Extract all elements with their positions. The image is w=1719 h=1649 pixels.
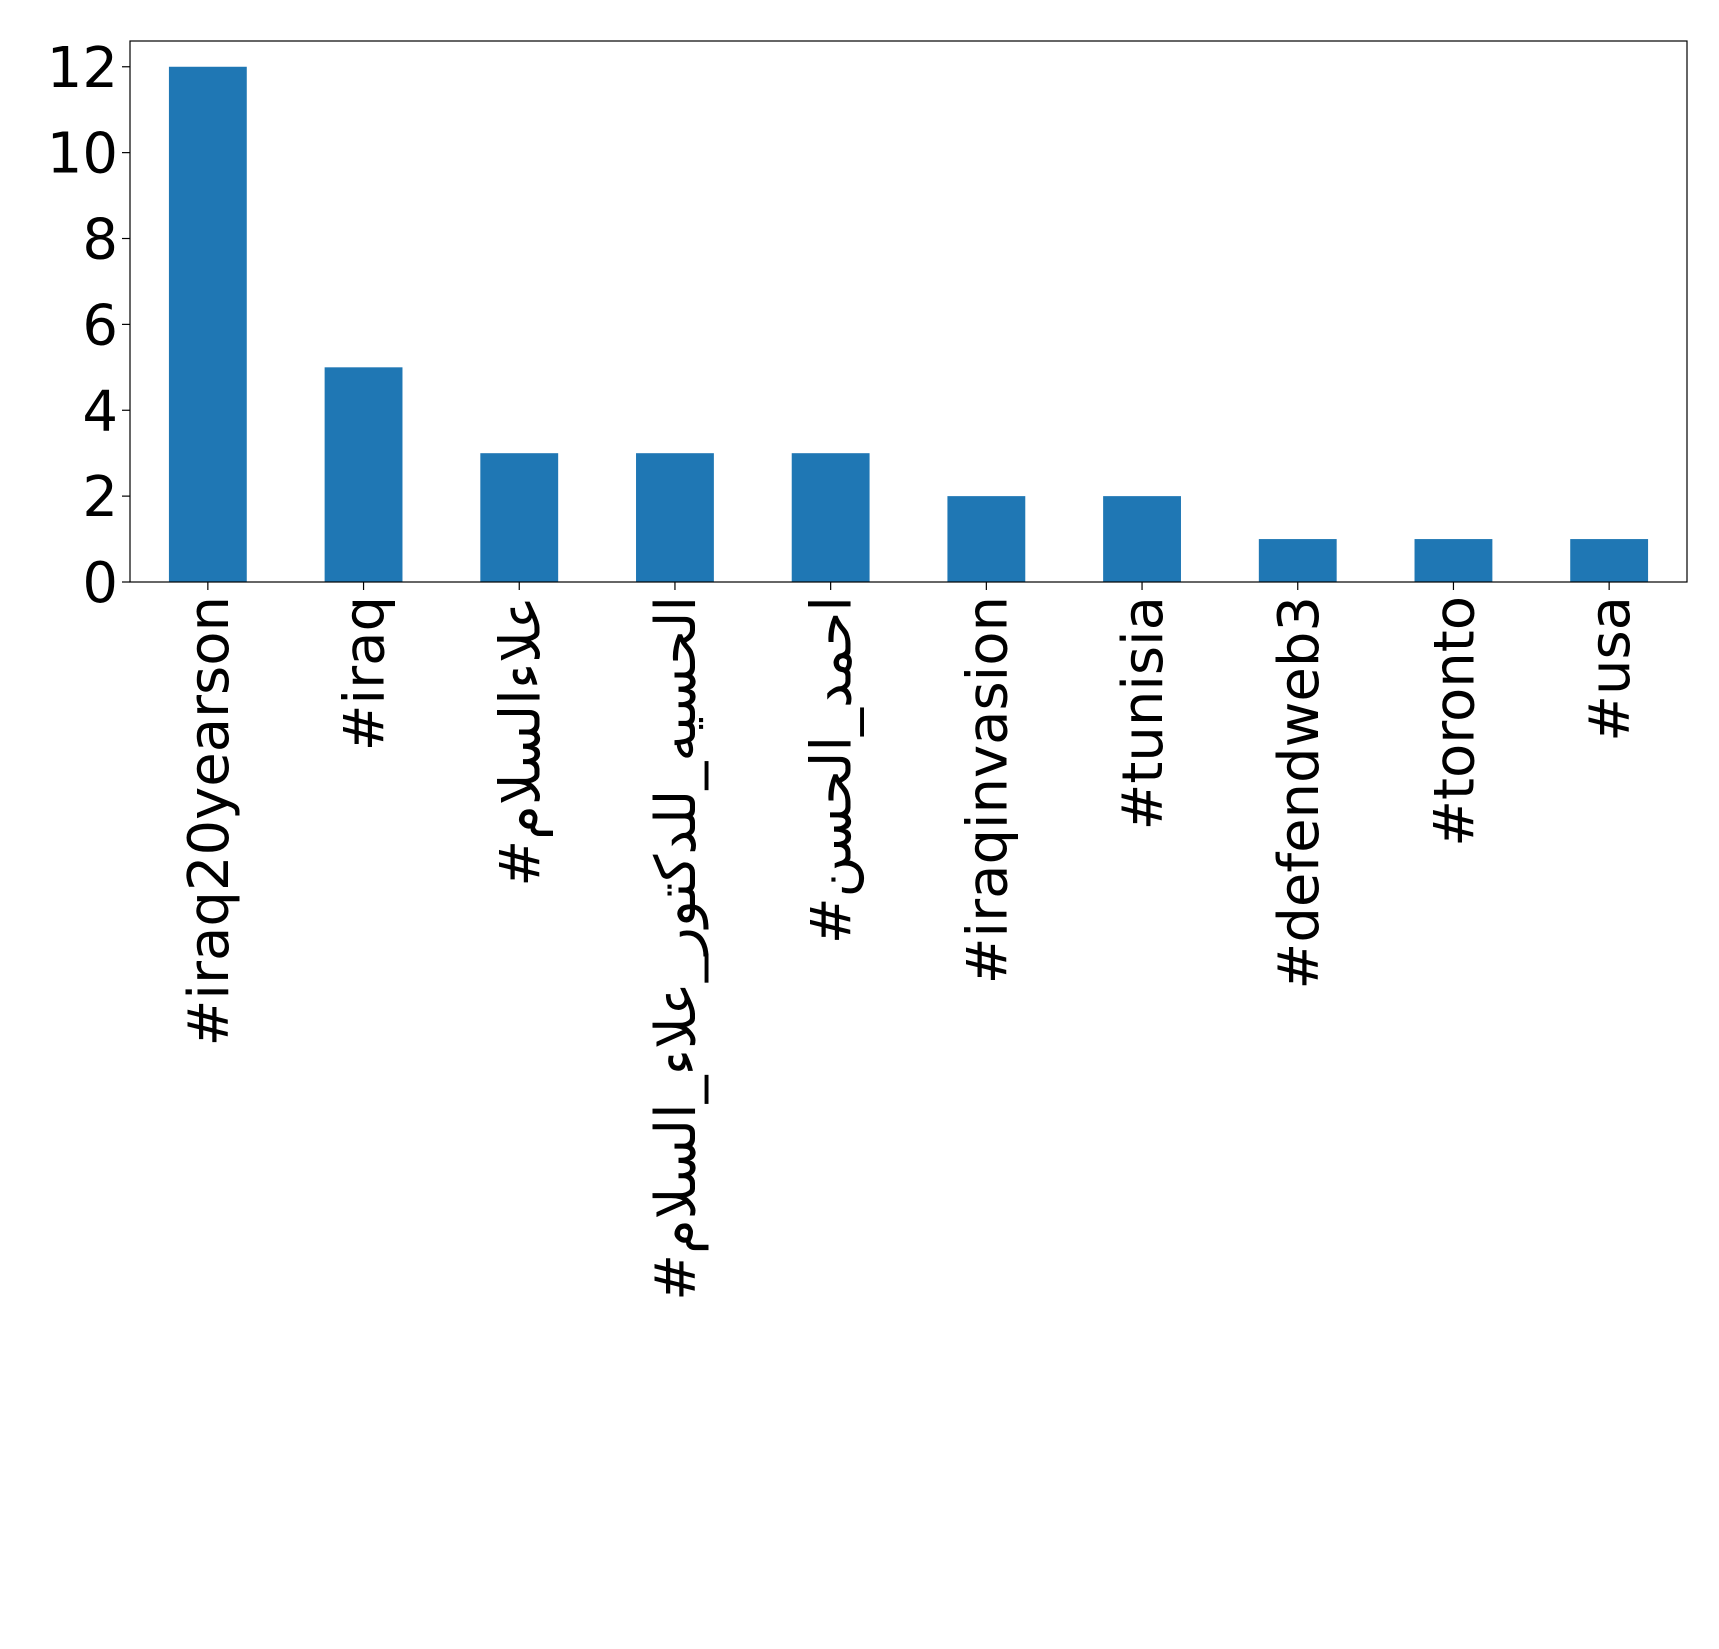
bar	[1570, 539, 1649, 582]
plot-frame	[129, 40, 1688, 583]
bar	[1103, 496, 1181, 582]
x-tick-label: #iraq	[333, 596, 398, 751]
x-tick-label: #iraq20yearson	[177, 596, 242, 1047]
x-tick-label: #defendweb3	[1267, 596, 1332, 990]
y-tick-label: 2	[82, 465, 118, 530]
x-tick-label: #الحسيه_للدكتور_علاء_السلام	[644, 596, 709, 1301]
bar	[1258, 539, 1337, 582]
x-tick-label: #iraqinvasion	[955, 596, 1020, 984]
x-tick-label: #علاءالسلام	[488, 596, 553, 887]
x-tick-label: #tunisia	[1111, 596, 1176, 830]
bar	[168, 66, 247, 582]
bar	[480, 453, 559, 582]
x-tick-label: #toronto	[1422, 596, 1487, 847]
bar	[1414, 539, 1493, 582]
y-tick-label: 4	[82, 379, 118, 444]
bar	[947, 496, 1026, 582]
y-tick-label: 10	[47, 122, 118, 187]
x-tick-label: #usa	[1578, 596, 1643, 742]
bar	[791, 453, 870, 582]
y-tick-label: 0	[82, 551, 118, 616]
y-tick-label: 12	[47, 36, 118, 101]
y-tick-label: 8	[82, 208, 118, 273]
y-tick-label: 6	[82, 293, 118, 358]
x-tick-label: #احمد_الحسن	[800, 596, 865, 944]
bar	[324, 367, 403, 582]
bar	[636, 453, 714, 582]
